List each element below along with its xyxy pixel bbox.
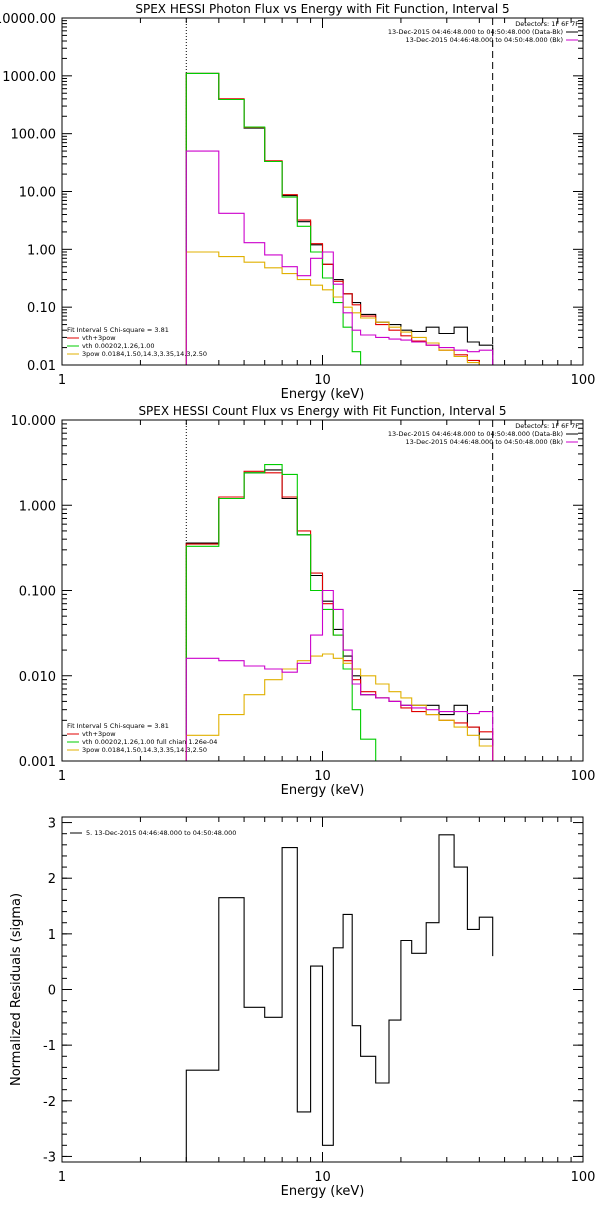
y-tick-label: 1.000 <box>19 499 56 514</box>
legend-entry: 13-Dec-2015 04:46:48.000 to 04:50:48.000… <box>406 438 564 446</box>
x-tick-label: 1 <box>58 1170 66 1185</box>
x-axis-label: Energy (keV) <box>281 1184 365 1199</box>
series-line-3 <box>185 464 377 761</box>
y-tick-label: 0.100 <box>19 585 56 600</box>
chart-title: SPEX HESSI Count Flux vs Energy with Fit… <box>138 404 506 418</box>
x-tick-label: 100 <box>571 373 596 388</box>
chart-panel-2: SPEX HESSI Count Flux vs Energy with Fit… <box>11 404 596 798</box>
legend-entry: 13-Dec-2015 04:46:48.000 to 04:50:48.000… <box>406 36 564 44</box>
y-tick-label: -1 <box>43 1039 56 1054</box>
plot-frame <box>61 17 584 366</box>
x-tick-label: 10 <box>314 373 331 388</box>
legend-entry: vth+3pow <box>82 334 116 342</box>
y-axis-label: Normalized Residuals (sigma) <box>9 893 24 1086</box>
y-tick-label: 0.001 <box>19 755 56 770</box>
y-tick-label: -3 <box>43 1150 56 1165</box>
y-tick-label: 0.01 <box>27 359 56 374</box>
series-line-1 <box>185 834 494 1162</box>
y-tick-label: 10.000 <box>11 414 57 429</box>
x-tick-label: 1 <box>58 373 66 388</box>
legend-entry: Fit Interval 5 Chi-square = 3.81 <box>67 722 169 730</box>
plot-frame <box>61 419 584 762</box>
x-tick-label: 1 <box>58 769 66 784</box>
y-tick-label: 0.010 <box>19 670 56 685</box>
chart-panel-1: SPEX HESSI Photon Flux vs Energy with Fi… <box>0 2 595 402</box>
legend-entry: vth 0.00202,1.26,1.00 full chian 1.26e-0… <box>82 738 217 746</box>
y-tick-label: 100.00 <box>11 128 57 143</box>
y-tick-label: 10000.00 <box>0 12 56 27</box>
series-line-4 <box>185 251 480 365</box>
legend-entry: vth 0.00202,1.26,1.00 <box>82 342 155 350</box>
legend-entry: Detectors: 1F 6F 7F <box>515 422 579 430</box>
series-line-2 <box>185 72 494 365</box>
x-tick-label: 100 <box>571 1170 596 1185</box>
series-line-5 <box>185 150 494 365</box>
y-tick-label: 1.00 <box>27 243 56 258</box>
y-tick-label: 0.10 <box>27 301 56 316</box>
plot-frame <box>61 816 584 1163</box>
y-tick-label: 10.00 <box>19 186 56 201</box>
series-line-1 <box>185 469 494 761</box>
series-line-5 <box>185 589 494 761</box>
x-tick-label: 10 <box>314 769 331 784</box>
x-axis-label: Energy (keV) <box>281 387 365 402</box>
y-tick-label: 3 <box>48 817 56 832</box>
series-line-2 <box>185 470 494 761</box>
legend-entry: 3pow 0.0184,1.50,14.3,3.35,14.3,2.50 <box>82 746 207 754</box>
chart-title: SPEX HESSI Photon Flux vs Energy with Fi… <box>135 2 509 16</box>
chart-panel-3: 1 10 100 Energy (keV) -3 -2 -1 0 1 2 3 Normalized R… <box>9 816 596 1199</box>
legend-entry: 13-Dec-2015 04:46:48.000 to 04:50:48.000… <box>388 28 563 36</box>
x-tick-label: 100 <box>571 769 596 784</box>
x-tick-label: 10 <box>314 1170 331 1185</box>
y-tick-label: 1 <box>48 928 56 943</box>
legend-entry: vth+3pow <box>82 730 116 738</box>
legend-entry: 13-Dec-2015 04:46:48.000 to 04:50:48.000… <box>388 430 563 438</box>
legend-entry: Fit Interval 5 Chi-square = 3.81 <box>67 326 169 334</box>
y-tick-label: 1000.00 <box>2 70 56 85</box>
series-line-1 <box>185 72 494 365</box>
series-line-4 <box>185 653 494 761</box>
series-line-3 <box>185 72 362 365</box>
legend-entry: 3pow 0.0184,1.50,14.3,3.35,14.3,2.50 <box>82 350 207 358</box>
legend-entry: Detectors: 1F 6F 7F <box>515 20 579 28</box>
y-tick-label: 0 <box>48 984 56 999</box>
y-tick-label: -2 <box>43 1095 56 1110</box>
x-axis-label: Energy (keV) <box>281 783 365 798</box>
y-tick-label: 2 <box>48 872 56 887</box>
legend-entry: 5. 13-Dec-2015 04:46:48.000 to 04:50:48.… <box>86 829 236 837</box>
